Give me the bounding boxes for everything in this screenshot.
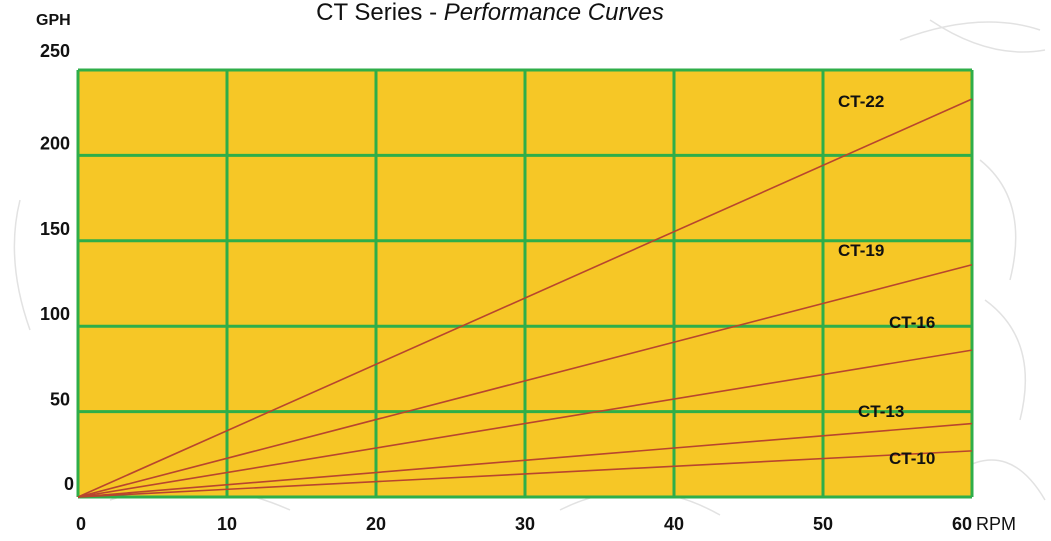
series-line-ct-22 [77, 98, 973, 498]
axis-tick-labels: 0 10 20 30 40 50 60 0 50 100 150 200 250 [40, 41, 972, 534]
y-axis-label: GPH [36, 12, 71, 29]
series-lines [77, 98, 973, 498]
series-line-ct-19 [77, 263, 973, 498]
x-tick-label-10: 10 [217, 514, 237, 534]
series-labels: CT-22 CT-19 CT-16 CT-13 CT-10 [838, 92, 935, 468]
series-label-ct-16: CT-16 [889, 313, 935, 332]
y-tick-label-50: 50 [50, 390, 70, 410]
x-tick-label-0: 0 [76, 514, 86, 534]
series-label-ct-13: CT-13 [858, 402, 904, 421]
series-label-ct-22: CT-22 [838, 92, 884, 111]
y-tick-label-150: 150 [40, 219, 70, 239]
series-line-ct-10 [77, 450, 973, 498]
chart-title: CT Series - Performance Curves [316, 0, 664, 26]
x-tick-label-50: 50 [813, 514, 833, 534]
grid-lines [76, 68, 974, 499]
series-line-ct-13 [77, 422, 973, 498]
x-tick-label-60: 60 [952, 514, 972, 534]
series-line-ct-16 [77, 349, 973, 498]
chart-title-prefix: CT Series - [316, 0, 444, 26]
y-tick-label-100: 100 [40, 304, 70, 324]
y-tick-label-250: 250 [40, 41, 70, 61]
x-tick-label-20: 20 [366, 514, 386, 534]
x-tick-label-40: 40 [664, 514, 684, 534]
y-tick-label-0: 0 [64, 474, 74, 494]
chart-title-emphasis: Performance Curves [444, 0, 664, 26]
x-tick-label-30: 30 [515, 514, 535, 534]
series-label-ct-19: CT-19 [838, 241, 884, 260]
y-tick-label-200: 200 [40, 133, 70, 153]
series-label-ct-10: CT-10 [889, 449, 935, 468]
x-axis-label: RPM [976, 514, 1016, 534]
